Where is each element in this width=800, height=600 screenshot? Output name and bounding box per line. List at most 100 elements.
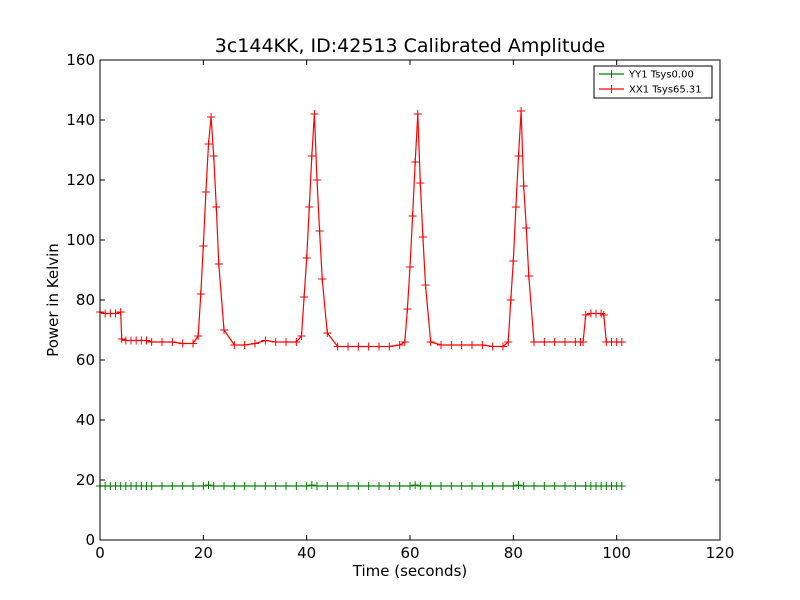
chart-title: 3c144KK, ID:42513 Calibrated Amplitude bbox=[215, 35, 606, 57]
data-point bbox=[375, 482, 383, 490]
data-point bbox=[354, 342, 363, 351]
y-tick-label: 0 bbox=[85, 531, 95, 549]
data-point bbox=[364, 482, 373, 490]
data-point bbox=[617, 338, 626, 346]
data-point bbox=[617, 482, 626, 490]
data-point bbox=[354, 482, 363, 490]
data-point bbox=[199, 482, 208, 490]
data-point bbox=[313, 482, 321, 490]
data-point bbox=[514, 152, 523, 160]
data-point bbox=[158, 338, 166, 346]
data-point bbox=[579, 338, 588, 346]
data-point bbox=[333, 482, 342, 490]
legend-entry: XX1 Tsys65.31 bbox=[599, 85, 702, 96]
y-axis-label: Power in Kelvin bbox=[44, 243, 62, 357]
data-point bbox=[561, 482, 569, 490]
legend-marker bbox=[607, 70, 616, 78]
data-point bbox=[447, 482, 456, 490]
data-point bbox=[406, 482, 414, 490]
data-point bbox=[207, 113, 216, 121]
data-point bbox=[408, 212, 417, 220]
data-point bbox=[315, 227, 324, 235]
y-tick-label: 40 bbox=[76, 411, 95, 429]
data-point bbox=[468, 341, 476, 349]
data-point bbox=[292, 338, 301, 346]
data-point bbox=[147, 338, 156, 346]
data-point bbox=[524, 272, 533, 280]
data-point bbox=[447, 341, 456, 349]
axis-ticks: 0 20 40 60 80 100 120 0 20 40 60 80 100 120 140 160 bbox=[66, 51, 734, 562]
data-point bbox=[240, 341, 249, 349]
data-point bbox=[209, 482, 218, 490]
data-point bbox=[581, 311, 590, 319]
x-axis-label: Time (seconds) bbox=[352, 562, 468, 580]
x-tick-label: 100 bbox=[602, 544, 631, 562]
data-point bbox=[457, 341, 466, 349]
data-point bbox=[416, 482, 425, 490]
legend-label: YY1 Tsys0.00 bbox=[628, 70, 694, 81]
data-point bbox=[240, 482, 249, 490]
data-point bbox=[413, 110, 422, 118]
data-point bbox=[194, 332, 203, 340]
data-point bbox=[517, 107, 526, 115]
data-point bbox=[212, 203, 221, 211]
data-point bbox=[251, 339, 259, 348]
data-point bbox=[478, 341, 487, 349]
data-point bbox=[530, 338, 538, 346]
data-point bbox=[406, 263, 414, 271]
series-line bbox=[100, 484, 622, 487]
data-point bbox=[251, 482, 259, 490]
data-point bbox=[282, 482, 290, 490]
data-point bbox=[385, 482, 394, 490]
data-point bbox=[426, 338, 435, 346]
data-point bbox=[220, 326, 228, 334]
series-line bbox=[99, 110, 622, 348]
data-point bbox=[530, 482, 538, 490]
data-point bbox=[411, 481, 420, 490]
data-point bbox=[403, 305, 412, 313]
data-point bbox=[158, 482, 166, 490]
data-point bbox=[117, 335, 126, 343]
y-tick-label: 120 bbox=[66, 171, 95, 189]
y-tick-label: 160 bbox=[66, 51, 95, 69]
data-point bbox=[506, 296, 515, 304]
series-0 bbox=[96, 481, 626, 490]
x-tick-label: 120 bbox=[706, 544, 735, 562]
data-point bbox=[488, 342, 497, 351]
data-point bbox=[344, 342, 352, 351]
data-point bbox=[168, 338, 177, 346]
data-point bbox=[178, 482, 187, 490]
data-point bbox=[599, 311, 608, 319]
data-point bbox=[307, 481, 316, 490]
data-point bbox=[561, 338, 569, 346]
data-point bbox=[385, 342, 394, 351]
data-point bbox=[514, 481, 523, 490]
legend: YY1 Tsys0.00 XX1 Tsys65.31 bbox=[593, 65, 713, 99]
x-tick-label: 80 bbox=[504, 544, 523, 562]
data-point bbox=[478, 482, 487, 490]
plot-area bbox=[96, 107, 626, 490]
data-point bbox=[571, 482, 580, 490]
data-point bbox=[302, 482, 311, 490]
data-point bbox=[416, 179, 425, 187]
data-point bbox=[310, 110, 319, 118]
data-point bbox=[504, 338, 513, 346]
data-point bbox=[375, 342, 383, 351]
y-tick-label: 80 bbox=[76, 291, 95, 309]
data-point bbox=[400, 338, 409, 346]
data-point bbox=[519, 482, 528, 490]
data-point bbox=[550, 482, 559, 490]
data-point bbox=[519, 182, 528, 190]
data-point bbox=[201, 188, 210, 196]
data-point bbox=[178, 339, 187, 348]
data-point bbox=[550, 338, 559, 346]
data-point bbox=[499, 482, 507, 490]
data-point bbox=[168, 482, 177, 490]
data-point bbox=[499, 342, 507, 351]
data-point bbox=[411, 158, 420, 166]
x-tick-label: 20 bbox=[194, 544, 213, 562]
data-point bbox=[300, 293, 309, 301]
data-point bbox=[271, 338, 280, 346]
